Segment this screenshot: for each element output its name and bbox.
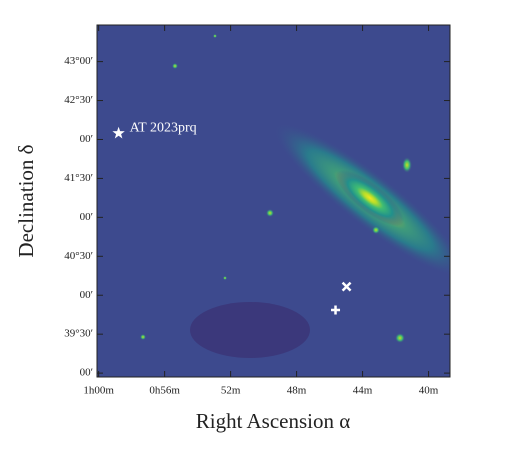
y-tick-label: 00′	[80, 211, 93, 223]
y-tick-label: 39°30′	[64, 328, 93, 340]
frame	[96, 24, 451, 378]
x-tick-label: 44m	[353, 385, 373, 397]
y-tick-label: 43°00′	[64, 55, 93, 67]
y-tick-label: 42°30′	[64, 94, 93, 106]
marker-star	[112, 126, 125, 139]
marker-plus	[331, 305, 341, 315]
annotation: AT 2023prq	[130, 120, 197, 135]
x-tick-label: 40m	[419, 385, 439, 397]
y-axis-label: Declination δ	[14, 144, 38, 257]
y-tick-label: 41°30′	[64, 172, 93, 184]
sky-image	[97, 25, 450, 377]
x-axis-label: Right Ascension α	[196, 409, 351, 433]
x-tick-label: 0h56m	[149, 385, 180, 397]
y-tick-label: 00′	[80, 289, 93, 301]
x-tick-label: 48m	[287, 385, 307, 397]
x-tick-label: 1h00m	[83, 385, 114, 397]
x-tick-label: 52m	[221, 385, 241, 397]
y-tick-label: 00′	[80, 133, 93, 145]
y-tick-label: 00′	[80, 367, 93, 379]
marker-x	[341, 281, 352, 292]
y-tick-label: 40°30′	[64, 250, 93, 262]
